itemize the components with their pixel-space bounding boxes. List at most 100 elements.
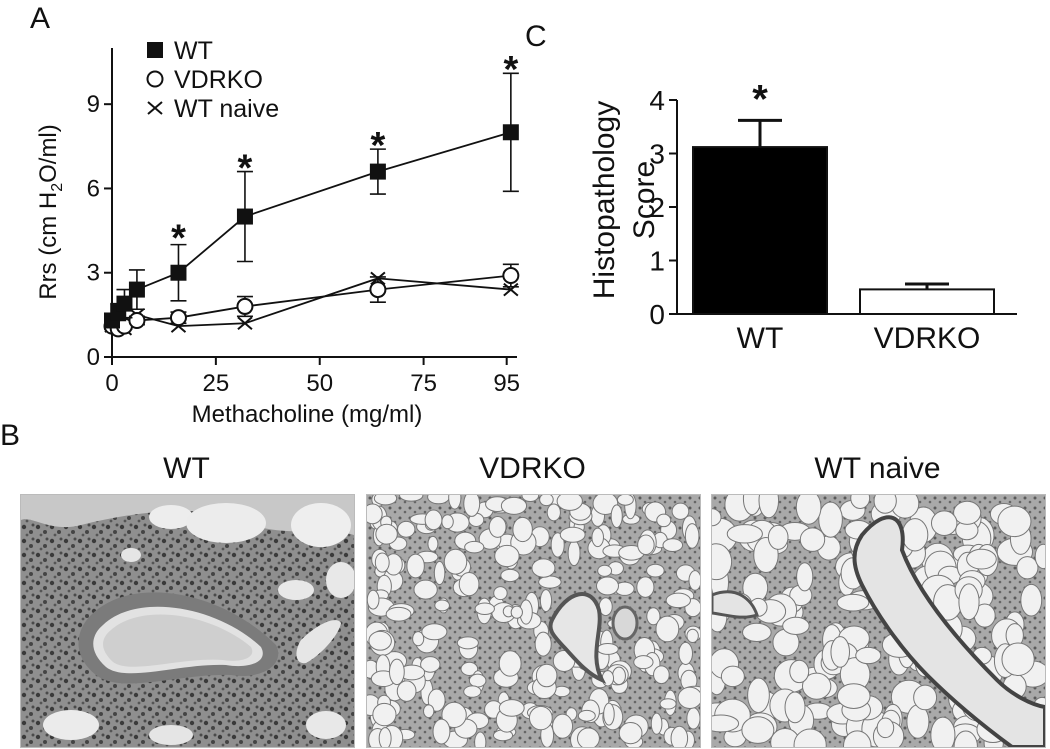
- data-point-wt: [170, 264, 187, 281]
- alveolus: [528, 705, 553, 731]
- alveolus: [656, 513, 672, 528]
- alveolus: [427, 535, 439, 552]
- alveolus: [512, 516, 533, 543]
- alveolus: [655, 615, 680, 643]
- y-tick-label-c: 1: [649, 246, 665, 277]
- alveolus: [747, 677, 770, 714]
- alveolus: [591, 527, 604, 548]
- alveolus: [712, 508, 722, 527]
- alveolus: [550, 532, 565, 558]
- alveolus: [1020, 583, 1043, 617]
- y-tick-label-a: 0: [87, 344, 100, 371]
- alveolus: [836, 593, 870, 612]
- x-axis-title-a: Methacholine (mg/ml): [192, 401, 423, 428]
- alveolus: [662, 538, 684, 553]
- alveolus: [601, 670, 615, 687]
- alveolus: [388, 658, 405, 686]
- alveolus: [592, 495, 619, 515]
- significance-marker: *: [171, 218, 186, 260]
- alveolus: [637, 534, 655, 555]
- category-label-wt: WT: [737, 322, 784, 355]
- x-tick-label-a: 50: [306, 370, 333, 397]
- micrograph-wt-naive-image: [712, 495, 1045, 747]
- alveolus: [493, 586, 508, 601]
- alveolus: [659, 698, 677, 710]
- panel-label-b: B: [0, 419, 20, 452]
- alveolus: [427, 688, 446, 712]
- alveolus: [1034, 543, 1045, 570]
- data-point-wt: [236, 208, 253, 225]
- chart-c: Histopathology Score 0 1 2 3 4 WT VDRKO *: [588, 77, 1017, 355]
- alveolus: [686, 707, 700, 730]
- alveolus: [876, 717, 895, 739]
- series-wt: [104, 72, 519, 329]
- alveolus: [498, 699, 525, 717]
- alveolus: [434, 599, 450, 612]
- alveolus: [559, 526, 586, 543]
- alveolus: [372, 702, 397, 727]
- chart-a: Methacholine (mg/ml) Rrs (cm H2O/ml) 0 25…: [35, 37, 520, 428]
- data-point-wt: [116, 295, 133, 312]
- alveolus: [539, 589, 553, 613]
- alveolus: [633, 655, 654, 670]
- alveolus: [712, 543, 733, 581]
- alveolus: [677, 686, 700, 709]
- alveolus: [368, 630, 392, 651]
- alveolus: [595, 576, 619, 596]
- legend-marker-wt: [147, 42, 163, 58]
- data-point-vdrko: [369, 281, 387, 299]
- micrograph-wt-naive: [711, 494, 1046, 748]
- alveolus: [494, 544, 520, 568]
- alveolus: [712, 714, 740, 733]
- alveolus: [413, 579, 438, 600]
- y-tick-label-a: 3: [87, 260, 100, 287]
- alveolus: [373, 495, 398, 506]
- alveolus: [742, 622, 772, 642]
- alveolus: [406, 553, 425, 579]
- alveolus: [610, 504, 623, 529]
- alveolus: [546, 503, 561, 522]
- alveolus: [420, 656, 441, 673]
- error-bar-wt: [738, 118, 782, 148]
- alveolus: [463, 685, 482, 698]
- legend-marker-wt-naive: [147, 101, 163, 115]
- alveolus: [873, 495, 897, 514]
- alveolus: [412, 631, 425, 647]
- alveolus: [636, 576, 655, 598]
- alveolus: [684, 523, 700, 549]
- bar-wt: [692, 146, 828, 315]
- alveolus: [818, 501, 843, 538]
- alveolus: [646, 607, 661, 626]
- alveolus: [500, 496, 528, 515]
- alveolus: [850, 495, 871, 509]
- alveolus: [650, 712, 663, 735]
- data-point-wt: [369, 163, 386, 180]
- data-point-wt: [502, 124, 519, 141]
- alveolus: [855, 646, 882, 665]
- micrograph-vdrko: [366, 494, 701, 748]
- alveolus: [432, 718, 451, 745]
- significance-marker: *: [238, 147, 253, 189]
- alveolus: [953, 500, 982, 525]
- alveolus: [726, 524, 763, 544]
- alveolus: [433, 560, 446, 586]
- alveolus: [498, 650, 522, 677]
- alveolus: [539, 495, 554, 507]
- alveolus: [474, 602, 495, 615]
- y-axis-title-c: Histopathology Score: [588, 101, 661, 299]
- y-tick-label-c: 3: [649, 139, 665, 170]
- alveolus: [782, 616, 810, 635]
- legend-label: WT naive: [174, 95, 279, 123]
- alveolus: [671, 502, 690, 520]
- alveolus: [597, 564, 613, 577]
- data-point-wt-naive: [237, 316, 253, 331]
- alveolus: [789, 659, 810, 684]
- alveolus: [795, 495, 822, 525]
- alveolus: [767, 524, 789, 550]
- bar-vdrko: [859, 288, 995, 316]
- alveolus: [567, 540, 581, 567]
- alveolus: [670, 725, 689, 747]
- alveolus: [510, 605, 523, 619]
- alveolus: [953, 730, 978, 747]
